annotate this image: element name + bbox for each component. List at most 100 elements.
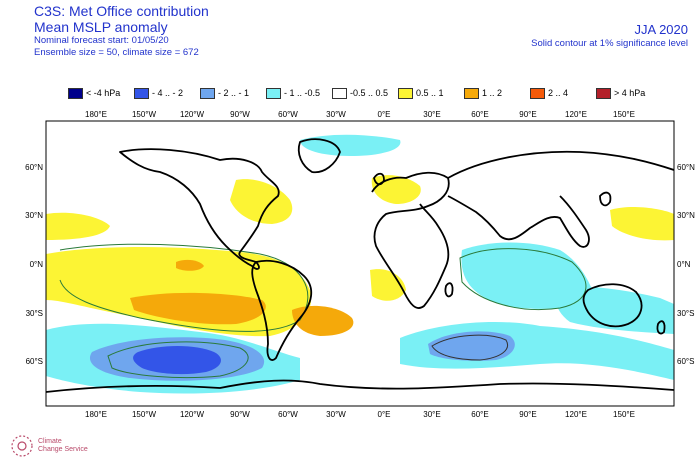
- lon-label: 0°E: [378, 110, 391, 119]
- legend-item-1: < -4 hPa: [68, 86, 120, 100]
- coast-australia: [582, 283, 643, 328]
- anomaly-region-yellow-west-pacific: [610, 207, 674, 241]
- lat-labels-right: 60°N 30°N 0°N 30°S 60°S: [677, 163, 695, 366]
- legend-label: -0.5 .. 0.5: [350, 88, 389, 98]
- lon-label: 180°E: [85, 410, 107, 419]
- anomaly-region-darkblue-south-pacific: [133, 346, 221, 375]
- anomaly-region-yellow-north-atlantic: [230, 179, 293, 224]
- anomaly-region-orange-east-pacific: [176, 259, 204, 271]
- coast-greenland: [297, 138, 341, 174]
- lat-label: 30°N: [25, 211, 43, 220]
- lon-label: 30°E: [423, 110, 440, 119]
- climate-logo-icon: [11, 435, 33, 457]
- header-right: JJA 2020 Solid contour at 1% significanc…: [531, 22, 688, 50]
- legend-label: - 4 .. - 2: [152, 88, 184, 98]
- lon-label: 150°W: [132, 410, 157, 419]
- lon-label: 90°E: [519, 410, 536, 419]
- significance-contour-south-indian: [431, 334, 508, 361]
- contour-note: Solid contour at 1% significance level: [531, 38, 688, 49]
- anomaly-region-yellow-subtropical-west: [46, 212, 110, 240]
- lat-label: 60°S: [26, 357, 43, 366]
- coast-uk: [373, 172, 385, 186]
- legend-swatch: [68, 87, 83, 99]
- significance-contour-south-pacific: [107, 341, 249, 379]
- copernicus-logo: Climate Change Service: [8, 430, 118, 466]
- legend-swatch: [596, 87, 611, 99]
- lat-label: 0°N: [677, 260, 691, 269]
- legend-item-7: 1 .. 2: [464, 86, 502, 100]
- logo-line2: Change Service: [38, 446, 88, 453]
- legend-item-6: 0.5 .. 1: [398, 86, 444, 100]
- lat-label: 60°S: [677, 357, 694, 366]
- legend-swatch: [332, 87, 347, 99]
- lat-label: 0°N: [30, 260, 44, 269]
- coast-madagascar: [444, 282, 454, 298]
- legend-item-3: - 2 .. - 1: [200, 86, 249, 100]
- lon-label: 150°E: [613, 110, 635, 119]
- lon-label: 120°E: [565, 410, 587, 419]
- anomaly-region-orange-south-pacific: [130, 292, 266, 325]
- lon-label: 30°E: [423, 410, 440, 419]
- coast-new-zealand: [656, 320, 666, 335]
- coastlines: [46, 138, 674, 393]
- lon-label: 120°W: [180, 110, 205, 119]
- map-frame: [45, 120, 675, 407]
- lon-label: 60°W: [278, 410, 298, 419]
- anomaly-region-orange-south-atlantic: [292, 305, 354, 336]
- lat-label: 30°S: [26, 309, 43, 318]
- title-line1: C3S: Met Office contribution: [34, 3, 209, 19]
- legend-swatch: [464, 87, 479, 99]
- ensemble-size: Ensemble size = 50, climate size = 672: [34, 47, 199, 58]
- coast-antarctica: [46, 379, 674, 393]
- coast-south-america: [251, 259, 313, 361]
- lon-label: 180°E: [85, 110, 107, 119]
- lon-label: 30°W: [326, 110, 346, 119]
- lon-label: 60°W: [278, 110, 298, 119]
- coast-north-america: [119, 148, 280, 270]
- anomaly-region-yellow-south-africa: [370, 269, 406, 301]
- legend-swatch: [530, 87, 545, 99]
- legend-label: 0.5 .. 1: [416, 88, 444, 98]
- lon-label: 90°E: [519, 110, 536, 119]
- anomaly-region-light-blue-australia: [555, 286, 674, 334]
- lon-label: 30°W: [326, 410, 346, 419]
- lon-label: 120°E: [565, 110, 587, 119]
- lon-labels-bottom: 180°E 150°W 120°W 90°W 60°W 30°W 0°E 30°…: [85, 410, 635, 419]
- legend-label: < -4 hPa: [86, 88, 121, 98]
- lat-label: 30°N: [677, 211, 695, 220]
- lat-label: 60°N: [25, 163, 43, 172]
- forecast-start: Nominal forecast start: 01/05/20: [34, 35, 169, 46]
- coast-asia: [447, 150, 674, 248]
- legend-item-2: - 4 .. - 2: [134, 86, 183, 100]
- legend-label: 2 .. 4: [548, 88, 569, 98]
- logo-line1: Climate: [38, 438, 62, 445]
- lat-labels-left: 60°N 30°N 0°N 30°S 60°S: [25, 163, 43, 366]
- legend-swatch: [200, 87, 215, 99]
- coast-europe-africa: [371, 171, 450, 309]
- lon-label: 120°W: [180, 410, 205, 419]
- legend-label: > 4 hPa: [614, 88, 646, 98]
- lon-label: 60°E: [471, 410, 488, 419]
- legend-label: - 2 .. - 1: [218, 88, 250, 98]
- title-line2: Mean MSLP anomaly: [34, 19, 168, 35]
- coast-japan: [599, 191, 612, 207]
- season-label: JJA 2020: [634, 22, 689, 37]
- lon-label: 60°E: [471, 110, 488, 119]
- lat-label: 60°N: [677, 163, 695, 172]
- lon-label: 90°W: [230, 110, 250, 119]
- legend-item-5: -0.5 .. 0.5: [332, 86, 388, 100]
- lon-label: 150°E: [613, 410, 635, 419]
- lon-label: 90°W: [230, 410, 250, 419]
- lat-label: 30°S: [677, 309, 694, 318]
- legend-swatch: [134, 87, 149, 99]
- lon-labels-top: 180°E 150°W 120°W 90°W 60°W 30°W 0°E 30°…: [85, 110, 635, 119]
- legend-item-9: > 4 hPa: [596, 86, 645, 100]
- legend-label: 1 .. 2: [482, 88, 503, 98]
- legend-item-8: 2 .. 4: [530, 86, 568, 100]
- lon-label: 0°E: [378, 410, 391, 419]
- legend-item-4: - 1 .. -0.5: [266, 86, 320, 100]
- lon-label: 150°W: [132, 110, 157, 119]
- legend-swatch: [398, 87, 413, 99]
- legend-swatch: [266, 87, 281, 99]
